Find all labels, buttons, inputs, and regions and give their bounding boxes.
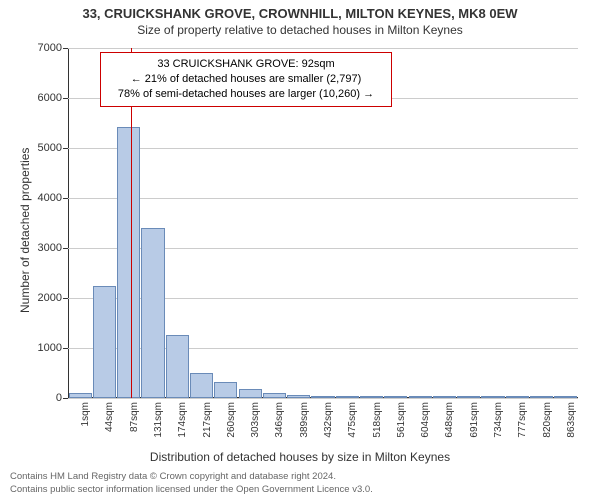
x-tick-label: 1sqm xyxy=(80,402,91,426)
info-line-2: ← 21% of detached houses are smaller (2,… xyxy=(111,72,381,87)
histogram-bar xyxy=(214,382,237,399)
histogram-bar xyxy=(141,228,164,398)
x-tick-label: 820sqm xyxy=(542,402,553,438)
x-tick-label: 561sqm xyxy=(396,402,407,438)
info-line-3: 78% of semi-detached houses are larger (… xyxy=(111,87,381,102)
y-axis-label: Number of detached properties xyxy=(18,148,32,313)
x-axis-label: Distribution of detached houses by size … xyxy=(0,450,600,464)
gridline xyxy=(68,48,578,49)
histogram-bar xyxy=(93,286,116,399)
info-line-1: 33 CRUICKSHANK GROVE: 92sqm xyxy=(111,57,381,72)
footer-line-1: Contains HM Land Registry data © Crown c… xyxy=(10,471,373,483)
histogram-bar xyxy=(239,389,262,398)
x-tick-label: 389sqm xyxy=(299,402,310,438)
x-tick-label: 174sqm xyxy=(177,402,188,438)
x-tick-label: 303sqm xyxy=(250,402,261,438)
histogram-bar xyxy=(166,335,189,398)
gridline xyxy=(68,198,578,199)
x-tick-label: 777sqm xyxy=(517,402,528,438)
gridline xyxy=(68,148,578,149)
y-axis-line xyxy=(68,48,69,398)
x-tick-label: 432sqm xyxy=(323,402,334,438)
x-tick-label: 604sqm xyxy=(420,402,431,438)
histogram-bar xyxy=(190,373,213,399)
footer-attribution: Contains HM Land Registry data © Crown c… xyxy=(10,471,373,496)
x-tick-label: 131sqm xyxy=(153,402,164,438)
y-tick-label: 7000 xyxy=(12,42,62,54)
x-tick-label: 217sqm xyxy=(202,402,213,438)
x-tick-label: 87sqm xyxy=(129,402,140,432)
x-tick-label: 346sqm xyxy=(274,402,285,438)
x-tick-label: 44sqm xyxy=(104,402,115,432)
info-annotation-box: 33 CRUICKSHANK GROVE: 92sqm ← 21% of det… xyxy=(100,52,392,107)
y-tick-label: 0 xyxy=(12,392,62,404)
x-tick-label: 260sqm xyxy=(226,402,237,438)
x-axis-ticks: 1sqm 44sqm 87sqm 131sqm 174sqm 217sqm 260sqm 30… xyxy=(68,398,578,458)
y-tick-label: 6000 xyxy=(12,92,62,104)
page-subtitle: Size of property relative to detached ho… xyxy=(0,21,600,41)
x-tick-label: 691sqm xyxy=(469,402,480,438)
footer-line-2: Contains public sector information licen… xyxy=(10,484,373,496)
page-title: 33, CRUICKSHANK GROVE, CROWNHILL, MILTON… xyxy=(0,0,600,21)
histogram-bar xyxy=(117,127,140,399)
x-tick-label: 518sqm xyxy=(372,402,383,438)
x-tick-label: 863sqm xyxy=(566,402,577,438)
y-tick-label: 1000 xyxy=(12,342,62,354)
y-axis-ticks: 01000200030004000500060007000 xyxy=(0,48,68,398)
x-tick-label: 648sqm xyxy=(444,402,455,438)
x-tick-label: 475sqm xyxy=(347,402,358,438)
x-tick-label: 734sqm xyxy=(493,402,504,438)
